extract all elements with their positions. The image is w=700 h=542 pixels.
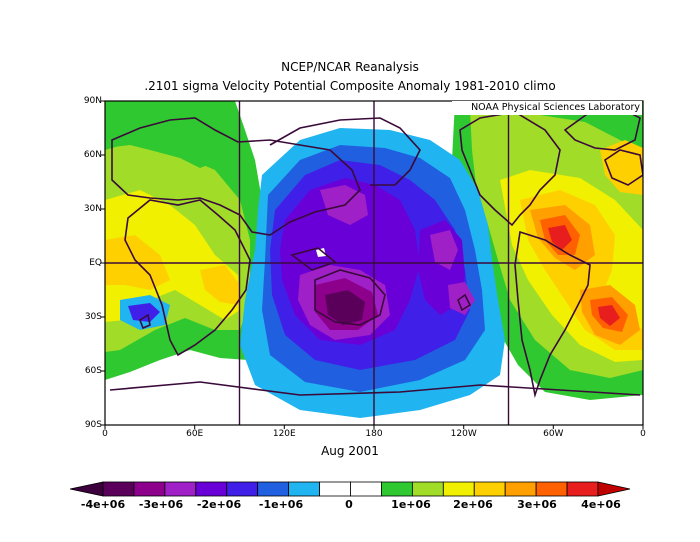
negative-anomaly-pacific [240,128,505,418]
colorbar-label: 2e+06 [453,498,493,511]
lat-label-90s: 90S [84,420,102,430]
colorbar-low-arrow [69,481,104,497]
coastlines [109,107,643,399]
credit-label: NOAA Physical Sciences Laboratory [452,101,642,115]
colorbar-segment [257,481,290,497]
lon-label-180: 180 [365,429,383,439]
colorbar-label: 3e+06 [517,498,557,511]
lon-label-60e: 60E [186,429,204,439]
colorbar-segment [504,481,537,497]
lat-label-eq: EQ [89,258,102,268]
colorbar-segment [288,481,320,497]
colorbar-segment [411,481,444,497]
lon-label-0-east: 0 [640,429,646,439]
colorbar-label: -1e+06 [258,498,304,511]
colorbar-segment [535,481,568,497]
colorbar-segment [164,481,197,497]
colorbar-high-arrow [597,481,631,497]
positive-anomaly-africa [105,101,262,380]
lat-label-30n: 30N [83,204,102,214]
lat-label-90n: 90N [83,96,102,106]
grid-lines [105,101,643,425]
colorbar-segment [319,481,351,497]
colorbar-segment [195,481,228,497]
colorbar-segment [226,481,259,497]
lon-label-120w: 120W [450,429,477,439]
map-title: NCEP/NCAR Reanalysis [281,60,419,74]
colorbar-segment [102,481,135,497]
colorbar-label: -4e+06 [80,498,126,511]
lat-label-30s: 30S [84,312,102,322]
lon-label-0: 0 [102,429,108,439]
colorbar-segment [350,481,382,497]
axis-ticks [101,100,644,429]
lat-label-60n: 60N [83,150,102,160]
map-subtitle: .2101 sigma Velocity Potential Composite… [144,79,556,93]
lon-label-60w: 60W [543,429,564,439]
colorbar-label: -2e+06 [196,498,242,511]
colorbar-segment [566,481,599,497]
lon-label-120e: 120E [272,429,296,439]
colorbar-label: -3e+06 [138,498,184,511]
lat-label-60s: 60S [84,366,102,376]
period-label: Aug 2001 [321,444,379,458]
colorbar-label: 1e+06 [391,498,431,511]
colorbar-segment [381,481,413,497]
colorbar-segment [442,481,475,497]
colorbar-label: 0 [345,498,353,511]
colorbar-segment [133,481,166,497]
colorbar-label: 4e+06 [581,498,621,511]
positive-anomaly-americas [452,101,643,400]
colorbar-segment [473,481,506,497]
